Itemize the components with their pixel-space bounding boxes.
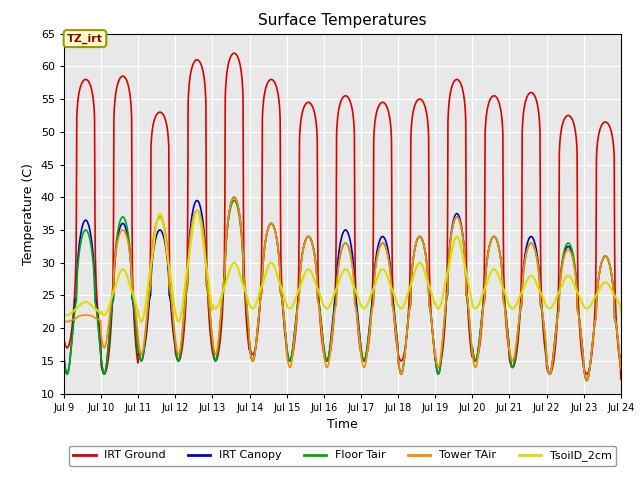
TsoilD_2cm [138,319,145,324]
TsoilD_2cm [520,284,528,290]
IRT Canopy [183,280,191,286]
Floor Tair [60,356,68,361]
Floor Tair [568,246,575,252]
IRT Ground [183,272,191,277]
IRT Canopy [279,303,287,309]
TsoilD_2cm [429,294,436,300]
Tower TAir [279,303,287,309]
Floor Tair [617,365,625,371]
Floor Tair [230,198,238,204]
Floor Tair [292,312,300,318]
TsoilD_2cm [280,291,287,297]
TsoilD_2cm [293,292,301,298]
Floor Tair [279,303,287,309]
IRT Canopy [617,364,625,370]
TsoilD_2cm [193,207,201,213]
IRT Canopy [292,312,300,318]
Floor Tair [520,267,527,273]
Tower TAir [428,324,436,330]
TsoilD_2cm [568,277,576,283]
IRT Ground [292,321,300,326]
Line: TsoilD_2cm: TsoilD_2cm [64,210,621,322]
Title: Surface Temperatures: Surface Temperatures [258,13,427,28]
IRT Canopy [60,355,68,360]
IRT Ground [568,116,575,121]
TsoilD_2cm [60,311,68,317]
Line: Tower TAir: Tower TAir [64,197,621,381]
IRT Canopy [428,324,436,330]
Floor Tair [583,378,591,384]
IRT Canopy [520,262,527,268]
Tower TAir [230,194,238,200]
IRT Ground [617,376,625,382]
Y-axis label: Temperature (C): Temperature (C) [22,163,35,264]
Tower TAir [520,266,527,272]
Line: IRT Canopy: IRT Canopy [64,197,621,381]
Legend: IRT Ground, IRT Canopy, Floor Tair, Tower TAir, TsoilD_2cm: IRT Ground, IRT Canopy, Floor Tair, Towe… [69,446,616,466]
Tower TAir [568,252,575,258]
Line: IRT Ground: IRT Ground [64,53,621,379]
Text: TZ_irt: TZ_irt [67,34,103,44]
IRT Canopy [583,378,591,384]
IRT Ground [428,325,436,331]
TsoilD_2cm [184,265,191,271]
X-axis label: Time: Time [327,418,358,431]
IRT Canopy [568,249,575,255]
Tower TAir [583,378,591,384]
IRT Ground [230,50,238,56]
Tower TAir [60,318,68,324]
Tower TAir [617,366,625,372]
IRT Canopy [230,194,238,200]
IRT Ground [60,337,68,343]
Floor Tair [428,324,436,330]
Tower TAir [292,316,300,322]
IRT Ground [279,306,287,312]
Tower TAir [183,282,191,288]
IRT Ground [520,108,527,114]
Line: Floor Tair: Floor Tair [64,201,621,381]
Floor Tair [183,285,191,291]
TsoilD_2cm [617,310,625,315]
